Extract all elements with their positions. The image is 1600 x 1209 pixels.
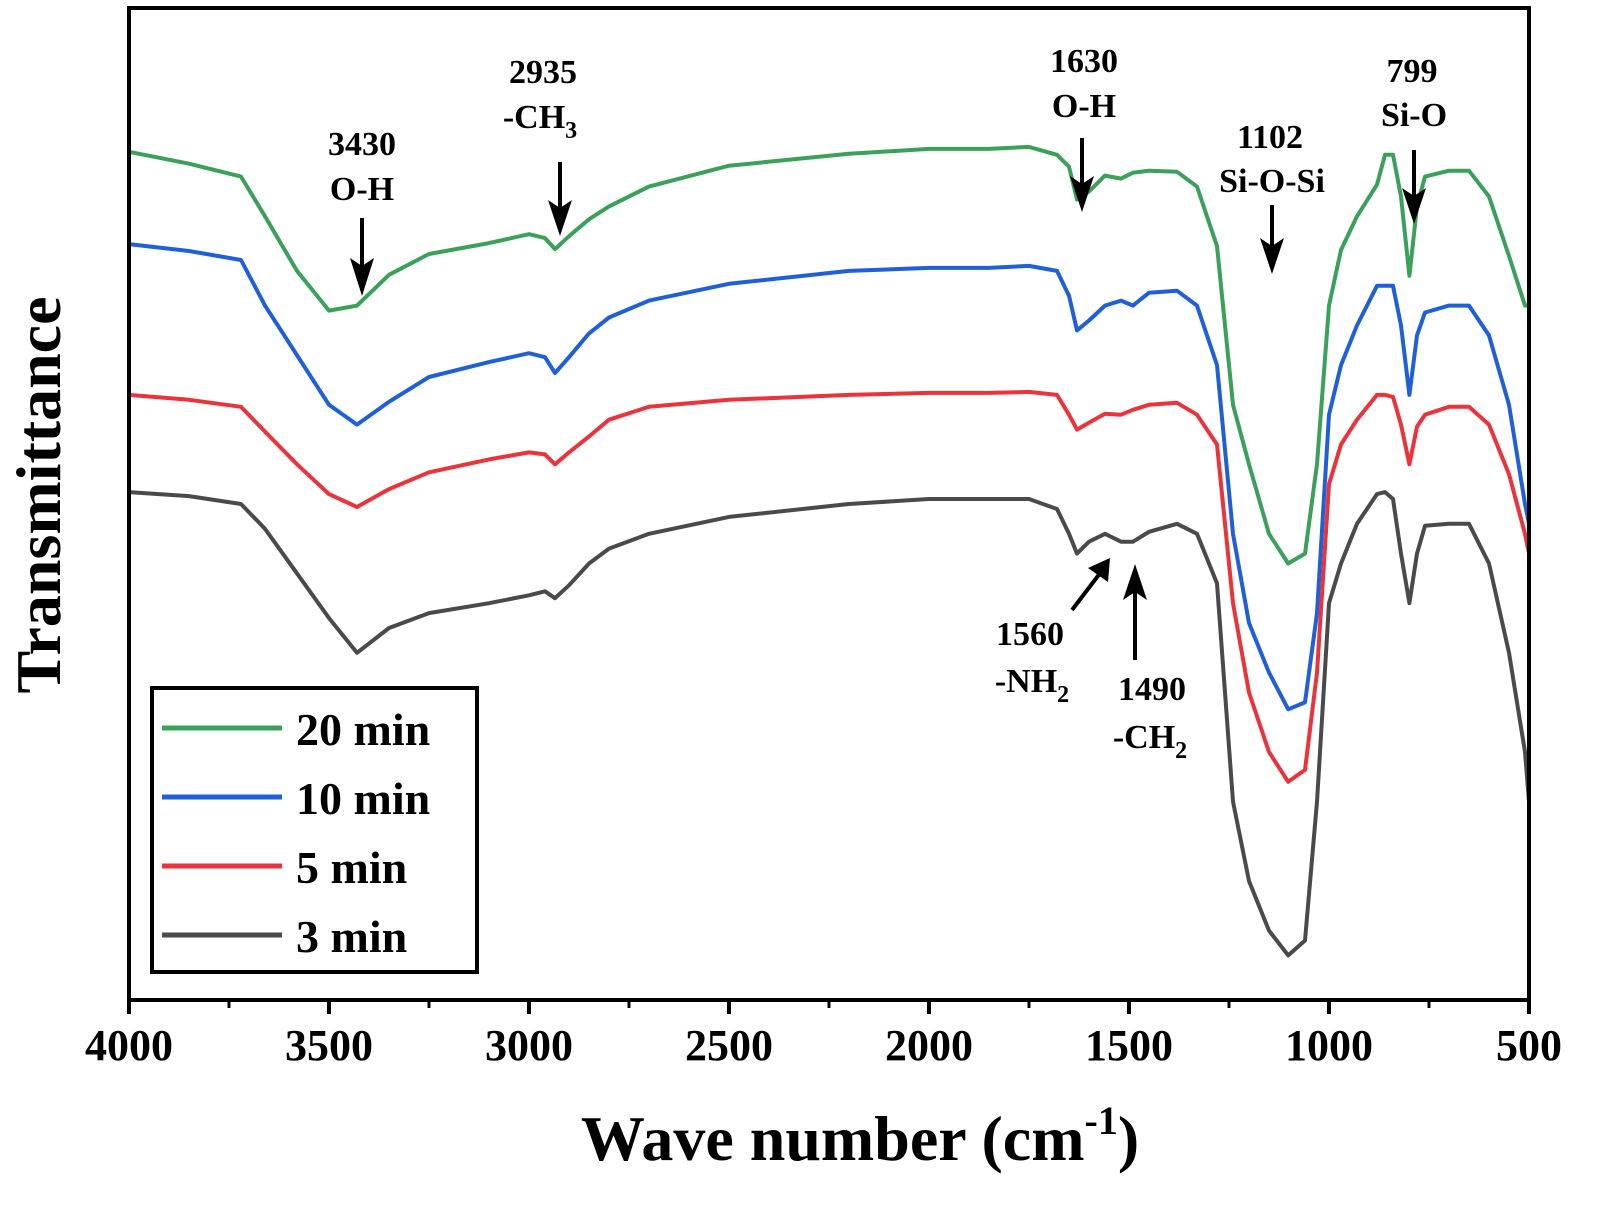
x-axis-title-open-paren: ( [965, 1103, 1002, 1174]
annotation-1560-wavenumber: 1560 [996, 616, 1064, 653]
annotation-1630-label: O-H [1052, 88, 1116, 125]
annotation-1560-arrowhead [1088, 558, 1110, 582]
series-line-20-min [128, 144, 1529, 566]
x-tick-label-1500: 1500 [1085, 1021, 1173, 1070]
series-line-3-min [128, 490, 1531, 958]
series-line-5-min [128, 389, 1531, 784]
x-tick-label-3500: 3500 [285, 1021, 373, 1070]
annotation-1630: 1630 O-H [1050, 43, 1118, 212]
x-axis-title-unit: cm [1003, 1103, 1085, 1174]
annotation-1560-label-base: -NH [995, 663, 1057, 700]
x-axis-title-close-paren: ) [1118, 1103, 1139, 1174]
annotation-2935-wavenumber: 2935 [509, 54, 577, 91]
x-tick-label-4000: 4000 [85, 1021, 173, 1070]
annotation-2935-label: -CH3 [503, 99, 577, 144]
series-layer [128, 144, 1531, 958]
annotation-1490: 1490 -CH2 [1113, 564, 1187, 764]
annotation-3430-label: O-H [330, 171, 394, 208]
legend-label-3-min: 3 min [296, 911, 407, 962]
legend-label-20-min: 20 min [296, 704, 430, 755]
x-tick-label-500: 500 [1496, 1021, 1562, 1070]
annotation-1560-label-sub: 2 [1057, 682, 1069, 708]
x-tick-label-2000: 2000 [885, 1021, 973, 1070]
x-axis-title-text: Wave number [581, 1103, 966, 1174]
annotation-3430-wavenumber: 3430 [328, 126, 396, 163]
annotation-1490-label-base: -CH [1113, 719, 1175, 756]
x-tick-label-3000: 3000 [485, 1021, 573, 1070]
annotation-1560-label: -NH2 [995, 663, 1069, 708]
legend-label-5-min: 5 min [296, 842, 407, 893]
legend-box [150, 686, 479, 974]
x-tick-label-1000: 1000 [1285, 1021, 1373, 1070]
annotation-799-label: Si-O [1381, 97, 1447, 134]
annotation-799-wavenumber: 799 [1387, 53, 1438, 90]
annotation-2935: 2935 -CH3 [503, 54, 577, 236]
annotation-799-arrowhead [1402, 188, 1426, 224]
annotation-3430: 3430 O-H [328, 126, 396, 296]
y-axis-title: Transmittance [3, 297, 74, 694]
annotation-1102-wavenumber: 1102 [1237, 119, 1303, 156]
legend-label-10-min: 10 min [296, 773, 430, 824]
series-line-10-min [128, 242, 1531, 712]
annotation-1102: 1102 Si-O-Si [1219, 119, 1325, 274]
legend: 20 min 10 min 5 min 3 min [150, 686, 479, 974]
annotation-1630-arrowhead [1070, 176, 1094, 212]
annotation-1560: 1560 -NH2 [995, 558, 1110, 708]
annotation-1490-label: -CH2 [1113, 719, 1187, 764]
annotation-1490-wavenumber: 1490 [1118, 671, 1186, 708]
x-tick-label-2500: 2500 [685, 1021, 773, 1070]
annotation-1490-arrowhead [1123, 564, 1147, 600]
x-axis-title: Wave number (cm-1) [581, 1098, 1139, 1174]
annotation-2935-label-base: -CH [503, 99, 565, 136]
annotation-1102-arrowhead [1260, 238, 1284, 274]
annotation-1490-label-sub: 2 [1175, 738, 1187, 764]
annotation-799: 799 Si-O [1381, 53, 1447, 224]
annotation-2935-label-sub: 3 [565, 118, 577, 144]
x-axis-ticks: 4000 3500 3000 2500 2000 1500 1000 500 [85, 1000, 1562, 1070]
annotation-2935-arrowhead [548, 200, 572, 236]
annotation-3430-arrowhead [350, 258, 374, 296]
x-axis-title-unit-exponent: -1 [1085, 1098, 1118, 1143]
annotation-1630-wavenumber: 1630 [1050, 43, 1118, 80]
annotation-1102-label: Si-O-Si [1219, 163, 1325, 200]
